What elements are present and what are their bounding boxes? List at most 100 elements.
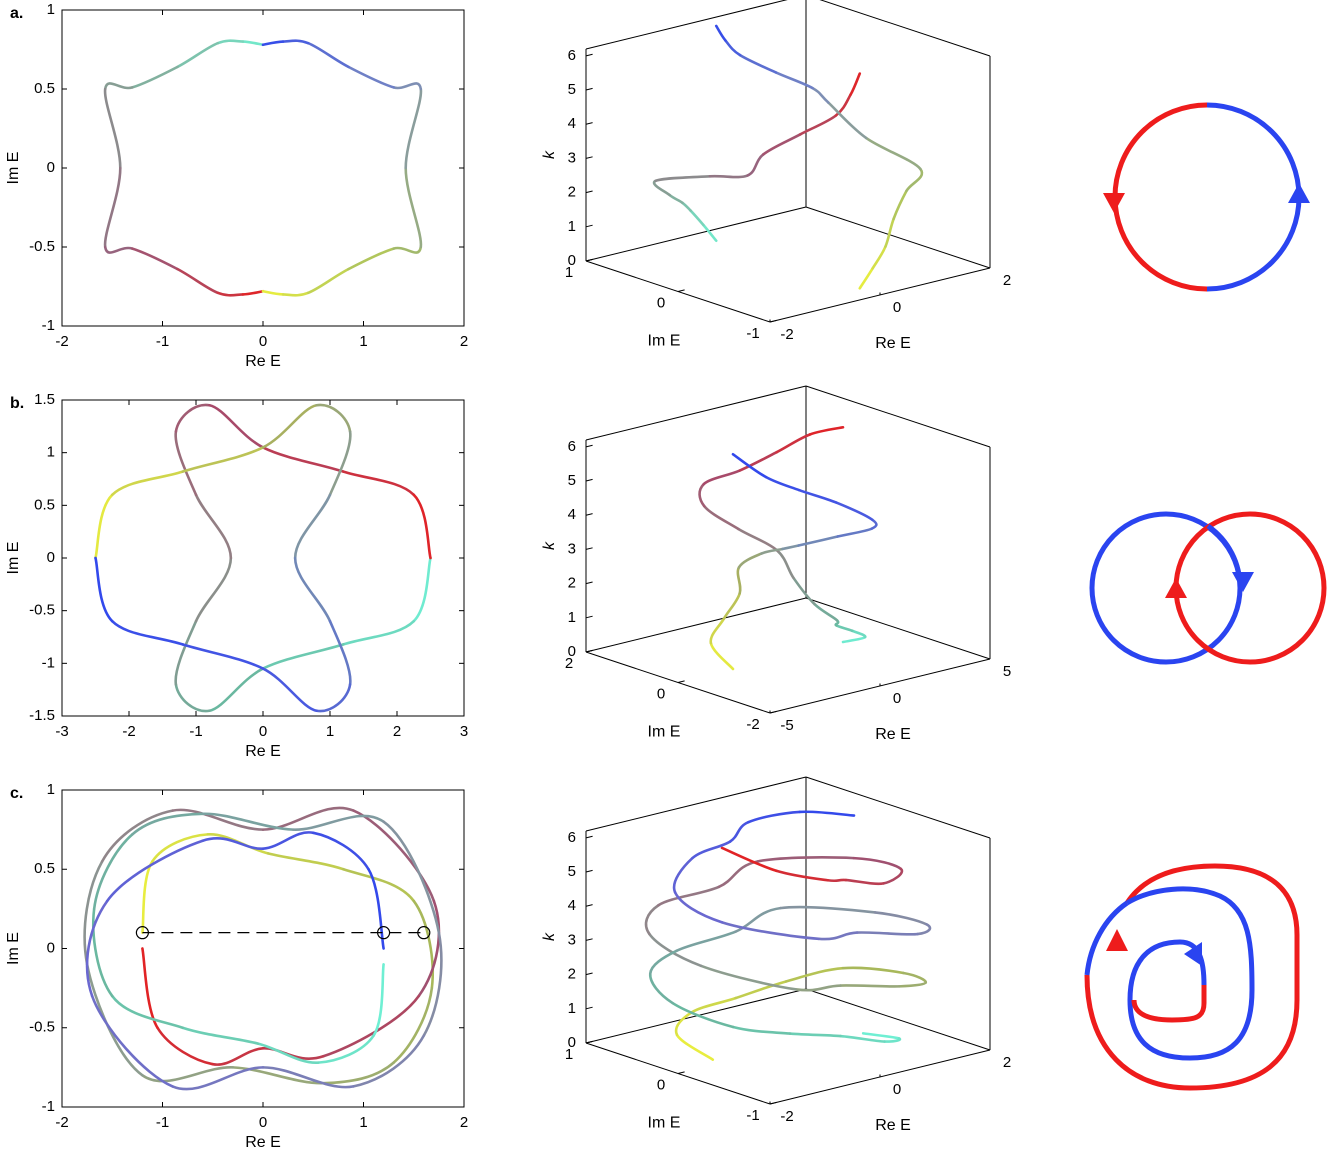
x3d-tick-label: 2 — [1003, 1054, 1011, 1071]
z-tick — [585, 1040, 593, 1044]
marker — [377, 926, 391, 940]
curve-segment — [261, 806, 355, 831]
curve-segment — [261, 446, 345, 473]
arrow-head — [1184, 942, 1202, 966]
y3d-tick-label: -2 — [746, 716, 759, 733]
curve-segment — [181, 1026, 260, 1045]
z-tick-label: 6 — [568, 438, 576, 455]
y-tick-label: 1 — [47, 781, 55, 798]
curve-3d-segment — [708, 174, 749, 179]
x-tick-label: 0 — [259, 333, 267, 350]
y3d-tick-label: -1 — [746, 1107, 759, 1124]
curve-3d-segment — [839, 1034, 886, 1043]
x-tick-label: -2 — [55, 333, 68, 350]
z-tick — [585, 122, 593, 125]
arrow-head — [1288, 183, 1310, 203]
x-tick-label: 1 — [359, 1114, 367, 1131]
curve-segment — [171, 1066, 265, 1091]
curve-segment — [85, 899, 109, 998]
curve-3d-segment — [905, 167, 924, 193]
z-tick — [585, 649, 593, 653]
z-tick-label: 4 — [568, 897, 576, 914]
x-tick-label: -1 — [156, 333, 169, 350]
red-loop — [1173, 511, 1327, 665]
curve-segment — [392, 82, 423, 91]
curve-segment — [367, 867, 385, 950]
curve-3d-segment — [689, 209, 705, 227]
y3d-tick-label: 1 — [565, 1046, 573, 1063]
y-tick-label: 0 — [47, 159, 55, 176]
y-tick-label: 0 — [47, 549, 55, 566]
curve-3d-segment — [884, 217, 895, 248]
curve-segment — [322, 994, 421, 1058]
curve-3d-segment — [798, 488, 838, 504]
curve-3d-segment — [736, 566, 742, 595]
curve-segment — [347, 65, 395, 89]
z-tick — [585, 156, 593, 159]
red-arc — [1112, 102, 1208, 292]
curve-segment — [141, 860, 154, 934]
curve-3d-segment — [811, 86, 830, 104]
curve-3d-segment — [728, 820, 750, 843]
curve-segment — [261, 289, 285, 296]
curve-3d-segment — [808, 425, 845, 436]
z-tick-label: 0 — [568, 252, 576, 269]
curve-segment — [261, 643, 345, 670]
curve-segment — [100, 809, 174, 863]
curve-3d-segment — [852, 856, 903, 871]
curve-segment — [110, 619, 184, 646]
curve-segment — [231, 1066, 325, 1085]
box-edge — [585, 0, 788, 50]
z-tick — [585, 869, 593, 873]
curve-segment — [261, 667, 318, 713]
curve-3d-segment — [675, 930, 737, 953]
curve-segment — [105, 839, 204, 903]
x3d-tick-label: -2 — [780, 326, 793, 343]
z-tick-label: 1 — [568, 1000, 576, 1017]
curve-segment — [131, 247, 179, 271]
curve-segment — [261, 1066, 355, 1089]
curve-3d-segment — [737, 552, 763, 569]
blue-arc — [1206, 102, 1302, 292]
curve-3d-segment — [774, 869, 829, 882]
y3d-tick — [677, 680, 685, 683]
curve-segment — [103, 82, 134, 91]
schematic-b — [1089, 511, 1327, 665]
curve-3d-segment — [702, 469, 741, 486]
curve-3d-segment — [839, 984, 901, 988]
curve-segment — [194, 556, 233, 623]
curve-segment — [131, 65, 179, 89]
curve-3d-segment — [648, 949, 679, 976]
curve-3d-segment — [648, 972, 674, 1005]
panel-label: c. — [10, 785, 23, 802]
z-tick-label: 3 — [568, 149, 576, 166]
y-tick-label: -0.5 — [29, 602, 55, 619]
z-axis-title: k — [541, 932, 558, 941]
x-axis-title: Re E — [245, 353, 281, 370]
curve-segment — [208, 667, 265, 713]
z-tick — [585, 547, 593, 550]
curve-3d-segment — [717, 860, 759, 889]
z-tick-label: 2 — [568, 575, 576, 592]
x-tick-label: 2 — [460, 1114, 468, 1131]
z-tick — [585, 835, 593, 839]
z-tick-label: 0 — [568, 1034, 576, 1051]
x-tick-label: -2 — [55, 1114, 68, 1131]
curve-segment — [201, 812, 295, 831]
curve-segment — [311, 831, 370, 871]
curve-3d-segment — [855, 931, 919, 936]
curve-3d-segment — [858, 267, 874, 290]
box-edge — [585, 776, 807, 832]
curve-3d-segment — [681, 201, 692, 212]
y-tick-label: 1 — [47, 1, 55, 18]
z-tick-label: 6 — [568, 47, 576, 64]
x-axis-title: Re E — [245, 743, 281, 760]
curve-segment — [281, 39, 310, 45]
x-tick-label: 2 — [393, 723, 401, 740]
z-tick-label: 2 — [568, 966, 576, 983]
z-tick-label: 5 — [568, 472, 576, 489]
curve-segment — [241, 40, 265, 47]
z-tick — [585, 581, 593, 585]
curve-3d-segment — [849, 72, 862, 96]
curve-3d-segment — [835, 624, 854, 633]
